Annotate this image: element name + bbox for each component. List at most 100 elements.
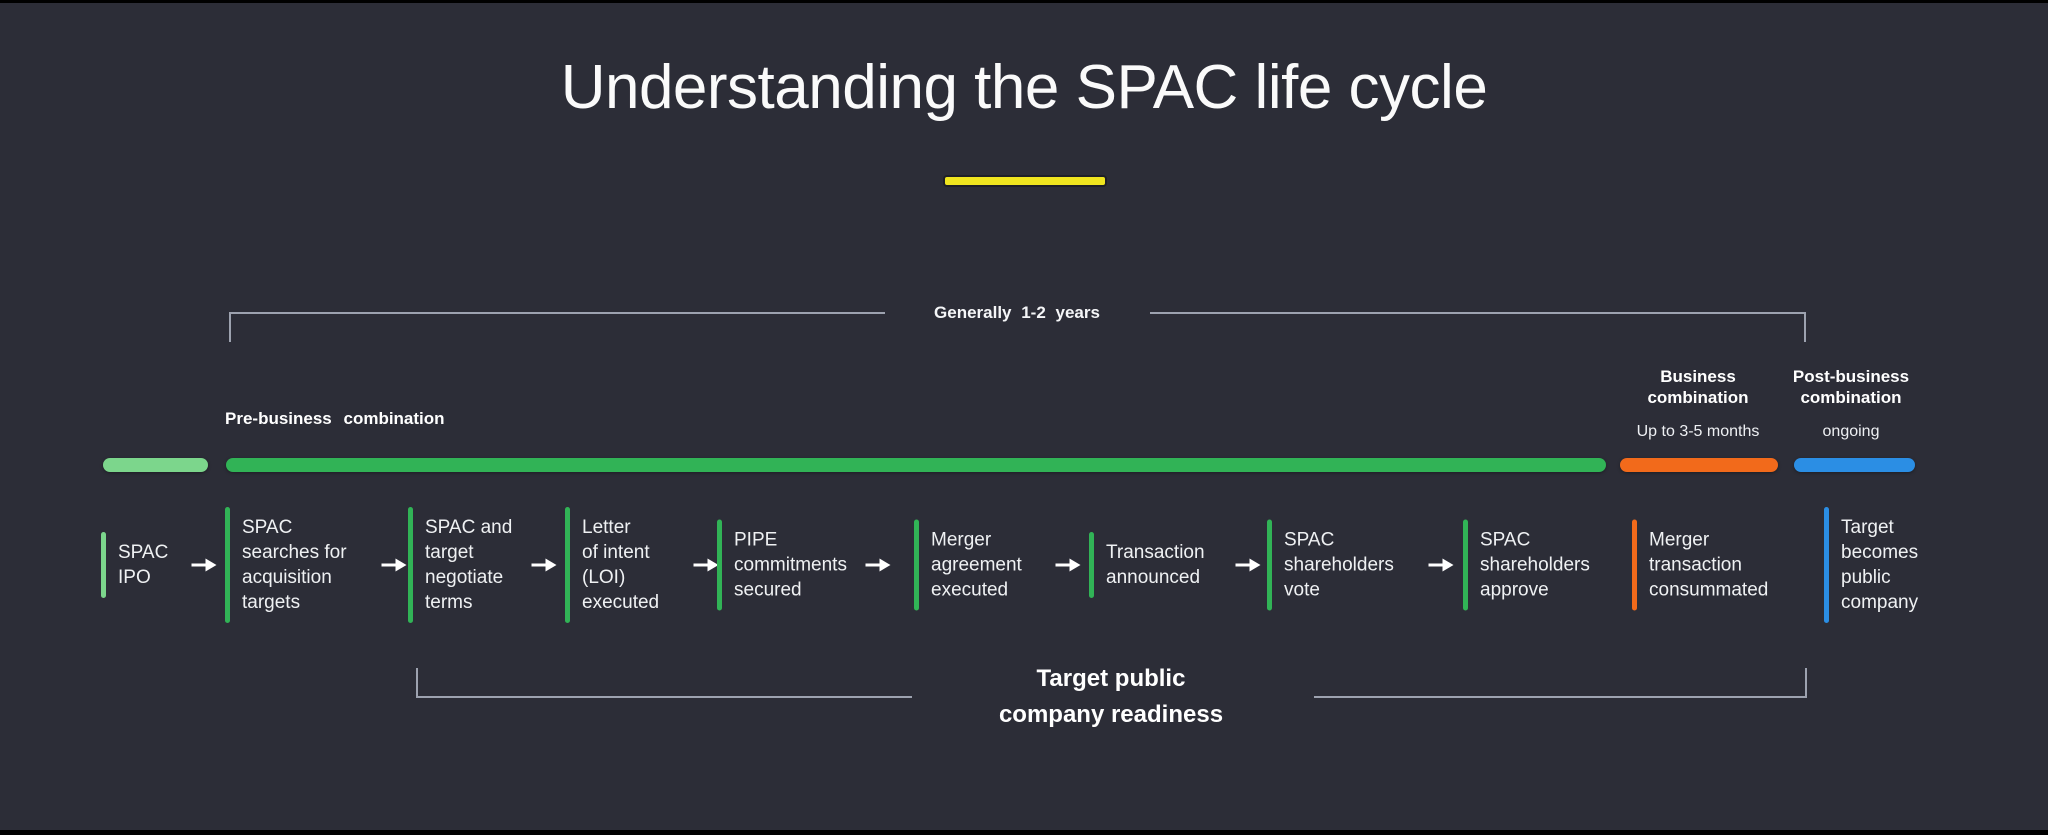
stage-label: Transaction announced — [1106, 540, 1205, 590]
stage-label-line: Letter — [582, 517, 631, 538]
arrow-right-icon — [191, 557, 218, 574]
stage-label-line: transaction — [1649, 554, 1742, 576]
stage-tick — [717, 519, 722, 611]
bar-post-business-combination — [1794, 458, 1915, 472]
stage-label: PIPE commitments secured — [734, 528, 847, 603]
stage-pipe-commitments-secured: PIPE commitments secured — [717, 519, 847, 611]
stage-label-line: PIPE — [734, 529, 778, 551]
stage-target-becomes-public-company: Target becomes public company — [1824, 507, 1918, 623]
stage-label-line: Transaction — [1106, 542, 1205, 563]
stage-label-line: approve — [1480, 579, 1549, 601]
stage-label-line: acquisition — [242, 567, 332, 588]
stage-spac-shareholders-vote: SPAC shareholders vote — [1267, 519, 1394, 611]
top-edge-strip — [0, 0, 2048, 3]
stage-label-line: IPO — [118, 567, 151, 588]
stage-label-line: shareholders — [1480, 554, 1590, 576]
stage-label-line: SPAC — [1480, 529, 1531, 551]
stage-loi-executed: Letter of intent (LOI) executed — [565, 507, 659, 623]
stage-label-line: executed — [931, 579, 1009, 601]
duration-bracket-line-left — [229, 312, 885, 314]
stage-label-line: SPAC — [118, 542, 169, 563]
page-title: Understanding the SPAC life cycle — [560, 53, 1488, 122]
stage-label-line: consummated — [1649, 579, 1769, 601]
stage-label: SPAC searches for acquisition targets — [242, 515, 347, 615]
stage-label-line: searches for — [242, 542, 347, 563]
stage-tick — [1824, 507, 1829, 623]
stage-label-line: Merger — [931, 529, 992, 551]
phase-sublabel-business: Up to 3-5 months — [1636, 423, 1760, 440]
stage-label-line: target — [425, 542, 474, 563]
stage-label: Merger transaction consummated — [1649, 528, 1768, 603]
stage-tick — [225, 507, 230, 623]
stage-tick — [1463, 519, 1468, 611]
phase-label-post-business: Post-business combination — [1792, 367, 1910, 407]
stage-negotiate-terms: SPAC and target negotiate terms — [408, 507, 512, 623]
stage-label: SPAC and target negotiate terms — [425, 515, 512, 615]
bar-spac-ipo — [103, 458, 208, 472]
stage-label: Target becomes public company — [1841, 515, 1918, 615]
stage-label-line: agreement — [931, 554, 1022, 576]
bar-pre-business-combination — [226, 458, 1606, 472]
stage-merger-transaction-consummated: Merger transaction consummated — [1632, 519, 1768, 611]
stage-tick — [1267, 519, 1272, 611]
stage-label-line: becomes — [1841, 542, 1919, 563]
readiness-label-line2: company readiness — [998, 701, 1224, 728]
stage-tick — [101, 532, 106, 598]
readiness-bracket-tick-right — [1805, 668, 1807, 698]
stage-label-line: SPAC and — [425, 517, 513, 538]
stage-tick — [1089, 532, 1094, 598]
stage-label-line: commitments — [734, 554, 847, 576]
duration-bracket-line-right — [1150, 312, 1806, 314]
duration-bracket-tick-right — [1804, 312, 1806, 342]
duration-bracket-tick-left — [229, 312, 231, 342]
stage-spac-ipo: SPAC IPO — [101, 532, 168, 598]
bottom-edge-strip — [0, 830, 2048, 835]
stage-label-line: SPAC — [242, 517, 293, 538]
stage-tick — [565, 507, 570, 623]
stage-label-line: targets — [242, 592, 301, 613]
stage-label-line: (LOI) — [582, 567, 626, 588]
stage-label-line: Target — [1841, 517, 1894, 538]
stage-label: Merger agreement executed — [931, 528, 1022, 603]
stage-label-line: company — [1841, 592, 1919, 613]
stage-spac-searches-for-targets: SPAC searches for acquisition targets — [225, 507, 347, 623]
stage-label-line: negotiate — [425, 567, 504, 588]
stage-transaction-announced: Transaction announced — [1089, 532, 1205, 598]
phase-label-business: Business combination — [1647, 367, 1749, 407]
arrow-right-icon — [1428, 557, 1455, 574]
stage-label: SPAC IPO — [118, 540, 168, 590]
stage-label-line: Merger — [1649, 529, 1710, 551]
readiness-bracket-tick-left — [416, 668, 418, 698]
stage-merger-agreement-executed: Merger agreement executed — [914, 519, 1022, 611]
stage-tick — [408, 507, 413, 623]
phase-sublabel-post-business: ongoing — [1822, 423, 1880, 440]
arrow-right-icon — [1055, 557, 1082, 574]
readiness-bracket-line-left — [416, 696, 912, 698]
stage-label-line: shareholders — [1284, 554, 1394, 576]
title-underline — [945, 177, 1105, 185]
stage-label: SPAC shareholders approve — [1480, 528, 1590, 603]
arrow-right-icon — [693, 557, 720, 574]
stage-label-line: public — [1841, 567, 1891, 588]
stage-label-line: vote — [1284, 579, 1320, 601]
readiness-label-line1: Target public — [1036, 665, 1186, 692]
readiness-bracket-line-right — [1314, 696, 1807, 698]
stage-label-line: SPAC — [1284, 529, 1335, 551]
stage-tick — [1632, 519, 1637, 611]
readiness-label: Target public company readiness — [911, 661, 1311, 733]
arrow-right-icon — [1235, 557, 1262, 574]
arrow-right-icon — [865, 557, 892, 574]
stage-spac-shareholders-approve: SPAC shareholders approve — [1463, 519, 1590, 611]
stage-label-line: executed — [582, 592, 660, 613]
stage-label-line: announced — [1106, 567, 1201, 588]
stage-label-line: of intent — [582, 542, 650, 563]
stage-label-line: secured — [734, 579, 802, 601]
arrow-right-icon — [531, 557, 558, 574]
stage-label: Letter of intent (LOI) executed — [582, 515, 659, 615]
stage-label: SPAC shareholders vote — [1284, 528, 1394, 603]
bar-business-combination — [1620, 458, 1778, 472]
phase-label-pre-business: Pre-business combination — [225, 409, 445, 428]
arrow-right-icon — [381, 557, 408, 574]
stage-tick — [914, 519, 919, 611]
